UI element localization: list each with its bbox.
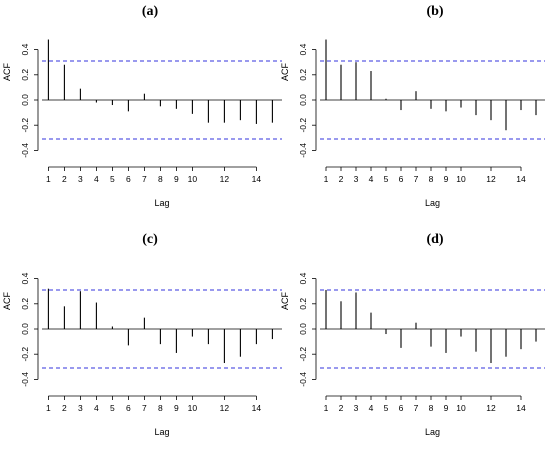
x-tick-label: 9 [174,174,179,184]
x-tick-label: 1 [46,403,51,413]
x-tick-label: 4 [369,403,374,413]
x-tick-label: 1 [324,174,329,184]
x-tick-label: 10 [188,403,198,413]
x-tick-label: 2 [62,403,67,413]
y-axis-label: ACF [280,291,290,310]
x-tick-label: 14 [252,403,262,413]
x-tick-label: 8 [429,403,434,413]
y-tick-label: 0.0 [298,94,308,106]
y-tick-label: 0.2 [20,69,30,81]
x-tick-label: 7 [414,403,419,413]
x-tick-label: 5 [384,403,389,413]
y-tick-label: -0.2 [298,347,308,362]
x-tick-label: 6 [399,174,404,184]
y-tick-label: 0.4 [20,43,30,55]
x-tick-label: 8 [158,174,163,184]
y-axis-label: ACF [280,62,290,81]
x-tick-label: 4 [94,403,99,413]
x-tick-label: 10 [456,174,466,184]
x-tick-label: 14 [252,174,262,184]
x-tick-label: 2 [62,174,67,184]
x-tick-label: 3 [354,403,359,413]
y-tick-label: 0.2 [298,69,308,81]
x-tick-label: 9 [444,174,449,184]
x-tick-label: 7 [142,403,147,413]
x-tick-label: 12 [486,174,496,184]
y-tick-label: 0.0 [20,323,30,335]
x-tick-label: 8 [429,174,434,184]
x-tick-label: 3 [354,174,359,184]
y-tick-label: -0.2 [20,347,30,362]
x-tick-label: 4 [369,174,374,184]
x-tick-label: 7 [142,174,147,184]
x-tick-label: 2 [339,174,344,184]
x-axis-label: Lag [425,427,440,437]
x-tick-label: 6 [126,403,131,413]
y-tick-label: 0.2 [298,298,308,310]
y-tick-label: 0.4 [20,272,30,284]
x-axis-label: Lag [154,198,169,208]
y-tick-label: -0.4 [298,372,308,387]
y-tick-label: 0.4 [298,272,308,284]
x-tick-label: 9 [444,403,449,413]
panel-title: (a) [142,4,159,19]
y-tick-label: -0.4 [20,372,30,387]
x-tick-label: 14 [516,403,526,413]
y-axis-label: ACF [2,62,12,81]
y-tick-label: 0.0 [298,323,308,335]
y-axis-label: ACF [2,291,12,310]
x-tick-label: 14 [516,174,526,184]
x-tick-label: 12 [220,174,230,184]
y-tick-label: 0.0 [20,94,30,106]
y-tick-label: 0.4 [298,43,308,55]
panel-title: (b) [426,4,443,19]
x-tick-label: 3 [78,174,83,184]
y-tick-label: -0.4 [20,143,30,158]
x-tick-label: 5 [384,174,389,184]
x-tick-label: 12 [220,403,230,413]
x-tick-label: 9 [174,403,179,413]
x-tick-label: 6 [126,174,131,184]
x-tick-label: 12 [486,403,496,413]
x-tick-label: 5 [110,403,115,413]
y-tick-label: 0.2 [20,298,30,310]
x-tick-label: 1 [46,174,51,184]
x-axis-label: Lag [154,427,169,437]
panel-title: (d) [426,232,443,247]
x-tick-label: 10 [456,403,466,413]
x-tick-label: 3 [78,403,83,413]
y-tick-label: -0.2 [298,118,308,133]
x-tick-label: 5 [110,174,115,184]
panel-title: (c) [142,232,158,247]
y-tick-label: -0.2 [20,118,30,133]
x-tick-label: 2 [339,403,344,413]
x-axis-label: Lag [425,198,440,208]
x-tick-label: 1 [324,403,329,413]
y-tick-label: -0.4 [298,143,308,158]
x-tick-label: 4 [94,174,99,184]
x-tick-label: 8 [158,403,163,413]
x-tick-label: 10 [188,174,198,184]
x-tick-label: 6 [399,403,404,413]
x-tick-label: 7 [414,174,419,184]
